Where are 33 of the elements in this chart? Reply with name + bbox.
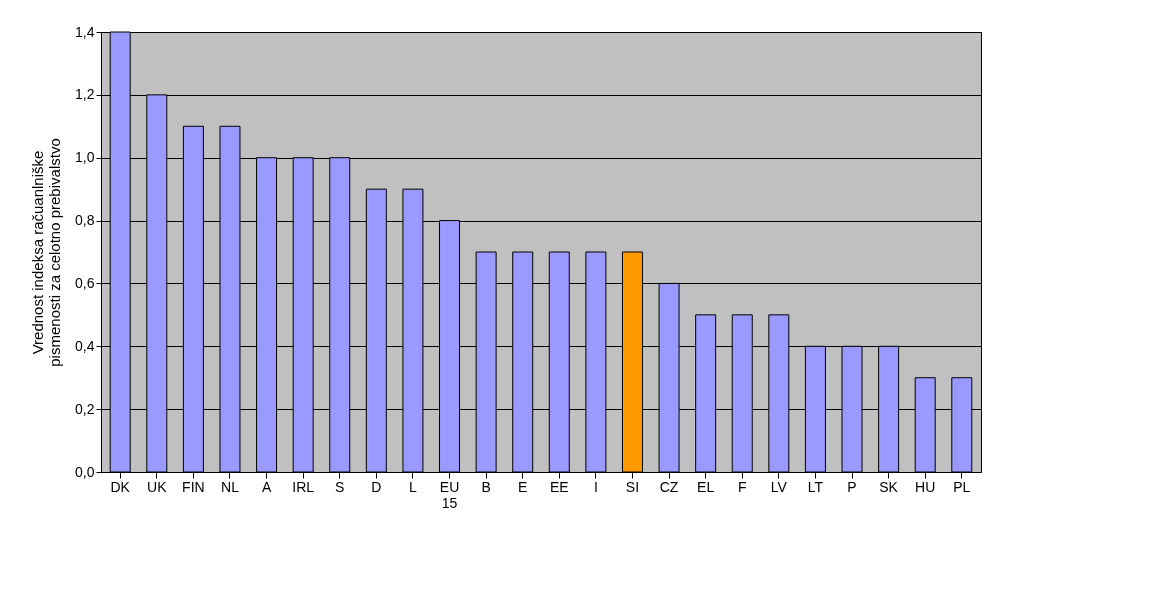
x-tick-label: LV: [770, 478, 788, 495]
x-tick-label: EU 15: [439, 478, 460, 511]
x-tick-label: NL: [221, 478, 240, 495]
y-tick-label: 0,0: [75, 463, 95, 480]
x-tick-label: D: [371, 478, 382, 495]
x-tick-label: L: [409, 478, 418, 495]
x-tick-label: F: [737, 478, 747, 495]
x-tick-label: A: [261, 478, 272, 495]
y-tick-label: 1,4: [75, 23, 95, 40]
y-tick-label: 0,2: [75, 400, 95, 417]
x-tick-label: S: [335, 478, 345, 495]
x-tick-label: UK: [147, 478, 168, 495]
x-tick-label: P: [847, 478, 857, 495]
x-tick-label: LT: [807, 478, 824, 495]
y-tick-label: 0,8: [75, 212, 95, 229]
x-tick-label: SK: [879, 478, 899, 495]
y-tick-label: 1,2: [75, 86, 95, 103]
x-tick-label: B: [481, 478, 491, 495]
x-tick-label: EL: [697, 478, 715, 495]
x-tick-label: IRL: [292, 478, 315, 495]
x-tick-label: SI: [625, 478, 640, 495]
x-tick-label: E: [518, 478, 528, 495]
y-tick-label: 0,4: [75, 337, 95, 354]
y-tick-label: 1,0: [75, 149, 95, 166]
x-tick-label: FIN: [182, 478, 205, 495]
x-tick-label: DK: [110, 478, 131, 495]
x-tick-label: HU: [915, 478, 936, 495]
x-tick-label: PL: [953, 478, 971, 495]
x-tick-label: EE: [549, 478, 569, 495]
x-tick-label: CZ: [659, 478, 679, 495]
y-tick-label: 0,6: [75, 274, 95, 291]
y-axis-title: Vrednost indeksa račuanlniške pismenosti za celotno prebivalstvo: [29, 138, 64, 367]
x-tick-label: I: [593, 478, 598, 495]
